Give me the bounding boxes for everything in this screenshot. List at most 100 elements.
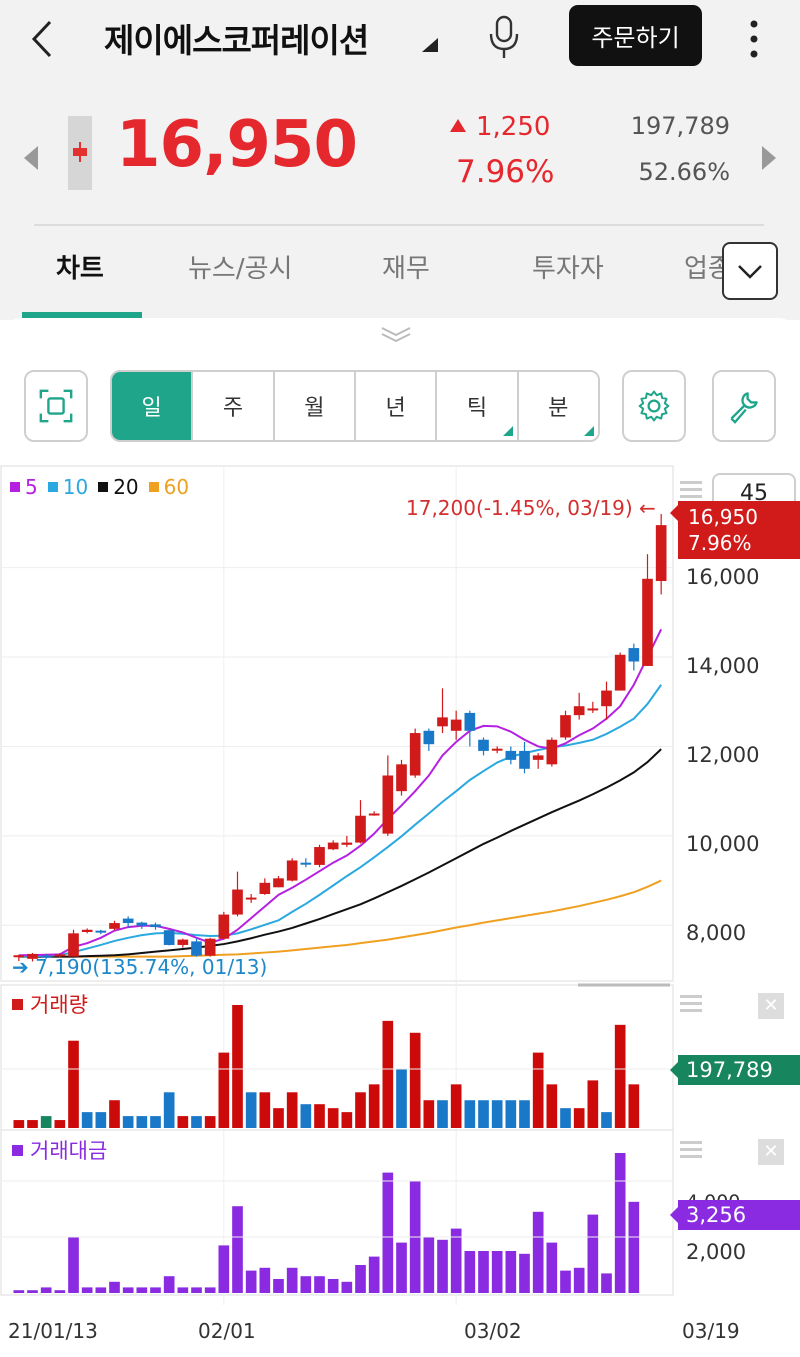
period-week[interactable]: 주 [193, 372, 275, 440]
chart-canvas [0, 465, 674, 1305]
amount-bar [382, 1172, 394, 1293]
chart-menu-icon[interactable] [680, 481, 702, 499]
amount-panel-title: 거래대금 [12, 1135, 107, 1165]
tab-investor[interactable]: 투자자 [532, 254, 604, 284]
amount-bar [560, 1270, 571, 1293]
amount-bar [532, 1211, 544, 1293]
more-options-icon[interactable] [745, 14, 763, 64]
candle-body [519, 750, 530, 769]
next-stock-icon[interactable] [762, 146, 776, 170]
price-change: 1,250 [450, 112, 550, 142]
volume-bar [177, 1116, 189, 1128]
legend-ma10: 10 [47, 475, 88, 499]
candle-body [601, 690, 612, 707]
back-icon[interactable] [22, 14, 62, 64]
amount-bar [341, 1281, 353, 1293]
tab-expand-button[interactable] [722, 242, 778, 300]
legend-ma60: 60 [148, 475, 189, 499]
amount-bar [546, 1242, 558, 1293]
candle-body [409, 733, 421, 776]
candle-body [245, 897, 257, 900]
volume-bar [546, 1084, 558, 1128]
volume-bar [464, 1100, 476, 1128]
collapse-handle-icon[interactable] [376, 324, 416, 344]
candle-body [136, 922, 148, 926]
stock-title[interactable]: 제이에스코퍼레이션 [104, 21, 369, 60]
candle-body [150, 924, 161, 928]
candle-body [68, 933, 79, 957]
ma60-line [18, 879, 662, 958]
volume-bar [300, 1104, 312, 1128]
candle-body [464, 712, 476, 731]
volume-bar [409, 1032, 421, 1128]
order-button[interactable]: 주문하기 [569, 5, 702, 66]
y-tick-label: 10,000 [686, 832, 760, 856]
wrench-icon [730, 392, 758, 424]
gear-icon [638, 390, 670, 422]
period-year[interactable]: 년 [355, 372, 438, 440]
amount-bar [368, 1256, 380, 1293]
amount-bar [177, 1287, 189, 1293]
period-day[interactable]: 일 [112, 372, 194, 440]
prev-stock-icon[interactable] [24, 146, 38, 170]
volume-bar [245, 1092, 257, 1128]
legend-ma5: 5 [10, 475, 38, 499]
candle-body [300, 862, 312, 865]
candle-body [109, 923, 120, 929]
microphone-icon[interactable] [486, 14, 522, 60]
y-tick-label: 12,000 [686, 743, 760, 767]
volume-bar [341, 1112, 353, 1128]
amount-bar [95, 1287, 107, 1293]
title-dropdown-icon[interactable] [422, 38, 438, 52]
volume-menu-icon[interactable] [680, 995, 702, 1013]
candle-body [54, 954, 66, 957]
tab-chart[interactable]: 차트 [56, 254, 104, 284]
volume-bar [68, 1040, 79, 1128]
candle-body [355, 815, 366, 843]
candle-body [396, 764, 407, 792]
volume-panel-title: 거래량 [12, 989, 88, 1019]
volume-bar [491, 1100, 503, 1128]
tab-finance[interactable]: 재무 [382, 254, 430, 284]
period-month[interactable]: 월 [274, 372, 356, 440]
current-price-tag: 16,950 7.96% [670, 501, 800, 559]
tab-bar: 차트 뉴스/공시 재무 투자자 업종 [0, 242, 800, 320]
volume-bar [122, 1116, 134, 1128]
amount-bar [40, 1287, 52, 1293]
min-price-text: 7,190(135.74%, 01/13) [35, 955, 268, 979]
volume-bar [532, 1052, 544, 1128]
up-triangle-icon [450, 119, 466, 132]
amount-close-icon[interactable]: ✕ [758, 1139, 784, 1165]
fullscreen-icon [39, 389, 73, 423]
volume-bar [218, 1052, 230, 1128]
amount-bar [163, 1276, 175, 1293]
volume-bar [259, 1092, 271, 1128]
tab-news[interactable]: 뉴스/공시 [188, 254, 293, 284]
settings-button[interactable] [622, 370, 686, 442]
trade-volume: 197,789 [630, 112, 730, 140]
amount-bar [505, 1251, 517, 1293]
period-tick[interactable]: 틱 [437, 372, 519, 440]
tab-industry[interactable]: 업종 [684, 254, 726, 284]
fullscreen-button[interactable] [24, 370, 88, 442]
volume-bar [27, 1120, 38, 1128]
amount-bar [437, 1239, 448, 1293]
volume-bar [368, 1084, 380, 1128]
ma5-line [18, 628, 663, 957]
candle-body [122, 918, 134, 924]
period-tick-label: 틱 [466, 396, 488, 421]
period-minute[interactable]: 분 [518, 372, 598, 440]
amount-menu-icon[interactable] [680, 1141, 702, 1159]
x-tick-label: 21/01/13 [8, 1319, 98, 1343]
amount-bar [232, 1206, 243, 1293]
tools-button[interactable] [712, 370, 776, 442]
candle-body [491, 748, 503, 751]
candle-body [13, 955, 25, 958]
volume-bar [136, 1116, 148, 1128]
candle-body [341, 842, 353, 845]
candle-body [587, 708, 599, 711]
stock-chart[interactable]: 5 10 20 60 45 17,200(-1.45%, 03/19) ← 16… [0, 465, 800, 1357]
volume-title-text: 거래량 [30, 993, 88, 1017]
top-bar: 제이에스코퍼레이션 주문하기 [0, 0, 800, 80]
volume-close-icon[interactable]: ✕ [758, 993, 784, 1019]
